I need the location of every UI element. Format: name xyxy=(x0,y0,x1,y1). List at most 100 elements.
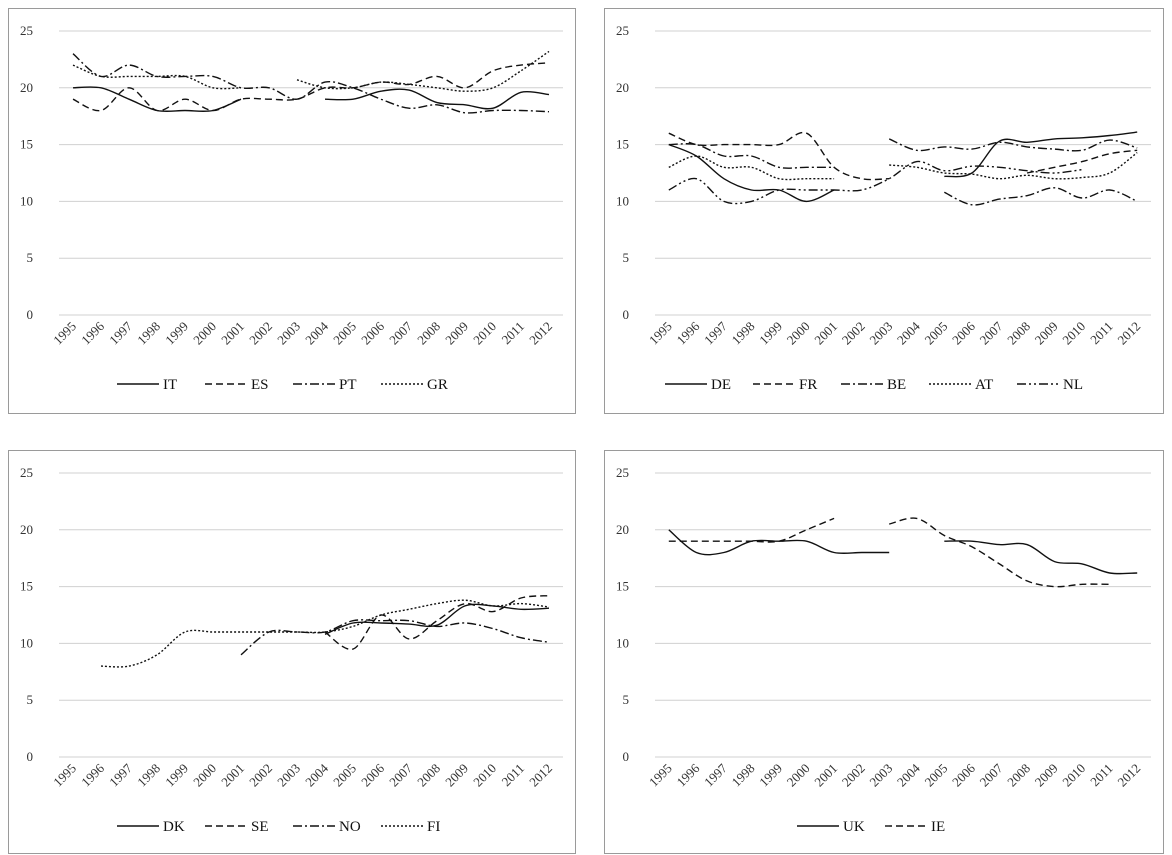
y-tick-label: 15 xyxy=(616,579,629,594)
y-tick-label: 15 xyxy=(616,137,629,152)
x-tick-label: 2003 xyxy=(274,319,303,348)
x-tick-label: 2009 xyxy=(1032,319,1061,348)
x-tick-label: 2001 xyxy=(811,761,840,790)
x-tick-label: 2002 xyxy=(839,319,868,348)
y-tick-label: 15 xyxy=(20,579,33,594)
legend-label-it: IT xyxy=(163,377,177,393)
series-line-uk xyxy=(668,529,890,556)
x-tick-label: 2011 xyxy=(1087,319,1116,348)
x-tick-label: 2004 xyxy=(302,760,331,789)
x-tick-label: 1995 xyxy=(50,319,79,348)
legend-label-no: NO xyxy=(339,819,361,835)
x-tick-label: 2012 xyxy=(1114,319,1143,348)
x-tick-label: 2001 xyxy=(218,319,247,348)
x-tick-label: 2000 xyxy=(784,319,813,348)
series-line-at xyxy=(889,152,1138,180)
x-tick-label: 2008 xyxy=(414,319,443,348)
y-tick-label: 5 xyxy=(27,250,34,265)
x-tick-label: 1999 xyxy=(756,761,785,790)
legend-label-ie: IE xyxy=(931,819,945,835)
series-line-ie xyxy=(889,517,1110,588)
y-tick-label: 5 xyxy=(623,692,630,707)
y-tick-label: 25 xyxy=(20,23,33,38)
x-tick-label: 1998 xyxy=(729,761,758,790)
legend-label-es: ES xyxy=(251,377,269,393)
x-tick-label: 2004 xyxy=(894,760,923,789)
y-tick-label: 20 xyxy=(20,522,33,537)
series-line-de xyxy=(668,143,835,203)
x-tick-label: 1996 xyxy=(78,760,107,789)
x-tick-label: 2006 xyxy=(358,760,387,789)
series-line-uk xyxy=(944,540,1138,575)
x-tick-label: 2009 xyxy=(442,319,471,348)
x-tick-label: 2010 xyxy=(1059,761,1088,790)
x-tick-label: 2007 xyxy=(386,760,415,789)
series-line-ie xyxy=(668,517,835,543)
x-tick-label: 1995 xyxy=(646,319,675,348)
x-tick-label: 2006 xyxy=(358,318,387,347)
x-tick-label: 2007 xyxy=(977,760,1006,789)
series-line-it xyxy=(72,86,242,113)
series-line-fi xyxy=(100,599,550,668)
x-tick-label: 2009 xyxy=(442,761,471,790)
x-tick-label: 2000 xyxy=(190,319,219,348)
series-line-no xyxy=(240,619,550,656)
chart-panel-anglo: 0 5 10 15 20 25 1995 1996 1997 1998 1999 2000 2001 20… xyxy=(604,450,1164,854)
y-tick-label: 0 xyxy=(27,749,34,764)
y-tick-label: 10 xyxy=(20,193,33,208)
series-line-pt xyxy=(72,53,550,114)
x-tick-label: 2011 xyxy=(1087,761,1116,790)
legend-label-se: SE xyxy=(251,819,269,835)
series-line-unnamed-5 xyxy=(943,187,1138,206)
x-tick-label: 1996 xyxy=(673,318,702,347)
legend-label-gr: GR xyxy=(427,377,448,393)
x-tick-label: 2008 xyxy=(1004,761,1033,790)
y-tick-label: 25 xyxy=(616,465,629,480)
y-tick-label: 0 xyxy=(27,307,34,322)
x-tick-label: 2012 xyxy=(526,319,555,348)
x-tick-label: 1997 xyxy=(701,760,730,789)
legend-label-fi: FI xyxy=(427,819,440,835)
x-tick-label: 2007 xyxy=(977,318,1006,347)
series-line-at xyxy=(668,155,835,181)
x-tick-label: 2005 xyxy=(330,319,359,348)
series-line-se xyxy=(324,595,550,650)
y-tick-label: 5 xyxy=(27,692,34,707)
legend-label-dk: DK xyxy=(163,819,185,835)
x-tick-label: 2002 xyxy=(839,761,868,790)
x-tick-label: 1998 xyxy=(134,319,163,348)
series-line-fr xyxy=(668,131,890,181)
series-line-gr xyxy=(72,64,242,90)
series-line-nl xyxy=(668,160,1083,205)
x-tick-label: 2009 xyxy=(1032,761,1061,790)
x-tick-label: 2008 xyxy=(414,761,443,790)
chart-panel-southern: 0 5 10 15 20 25 1995 1996 1997 1998 1999 2000 2001 20… xyxy=(8,8,576,414)
legend-label-be: BE xyxy=(887,377,906,393)
chart-panel-continental: 0 5 10 15 20 25 1995 1996 1997 1998 1999 2000 2001 20… xyxy=(604,8,1164,414)
x-tick-label: 2004 xyxy=(894,318,923,347)
x-tick-label: 2012 xyxy=(526,761,555,790)
legend-label-at: AT xyxy=(975,377,993,393)
legend-label-uk: UK xyxy=(843,819,865,835)
series-line-de xyxy=(944,131,1138,178)
x-tick-label: 2006 xyxy=(949,760,978,789)
y-tick-label: 10 xyxy=(20,635,33,650)
x-tick-label: 2008 xyxy=(1004,319,1033,348)
y-tick-label: 25 xyxy=(616,23,629,38)
series-line-es xyxy=(72,62,550,112)
series-line-it xyxy=(324,88,550,110)
x-tick-label: 1999 xyxy=(756,319,785,348)
x-tick-label: 1999 xyxy=(162,319,191,348)
x-tick-label: 2010 xyxy=(1059,319,1088,348)
series-line-dk xyxy=(324,603,550,635)
series-line-fr xyxy=(1026,149,1138,174)
y-tick-label: 0 xyxy=(623,307,630,322)
x-tick-label: 2001 xyxy=(218,761,247,790)
x-tick-label: 1998 xyxy=(729,319,758,348)
series-line-be xyxy=(668,143,835,169)
legend-label-fr: FR xyxy=(799,377,817,393)
series-line-be xyxy=(888,138,1138,152)
x-tick-label: 2005 xyxy=(330,761,359,790)
x-tick-label: 1996 xyxy=(78,318,107,347)
